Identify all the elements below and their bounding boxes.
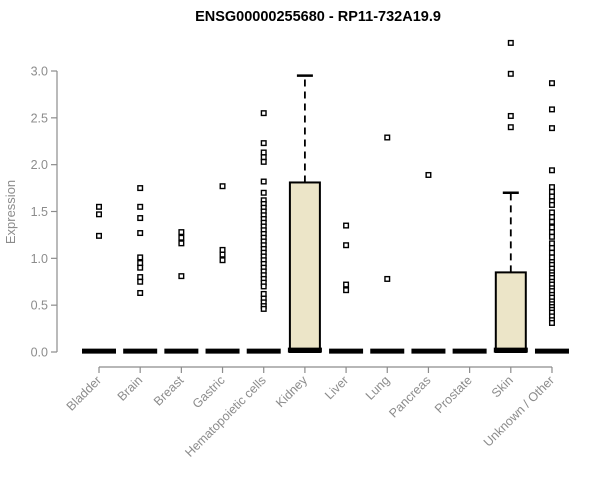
scatter-point	[343, 222, 350, 229]
scatter-point	[343, 242, 350, 249]
scatter-point	[178, 234, 185, 241]
scatter-point	[260, 110, 267, 117]
scatter-point	[507, 70, 514, 77]
scatter-point	[548, 106, 555, 113]
x-category-label: Skin	[489, 373, 516, 400]
scatter-point	[548, 214, 555, 221]
y-tick-label: 2.5	[31, 111, 48, 125]
scatter-point	[137, 278, 144, 285]
y-tick-label: 3.0	[31, 65, 48, 79]
x-category-label: Lung	[363, 373, 393, 403]
scatter-point	[260, 140, 267, 147]
scatter-point	[343, 281, 350, 288]
scatter-point	[507, 124, 514, 131]
scatter-point	[548, 188, 555, 195]
x-category-label: Gastric	[190, 373, 228, 411]
scatter-point	[548, 249, 555, 256]
scatter-point	[548, 229, 555, 236]
boxplot-box	[288, 181, 321, 353]
scatter-point	[137, 264, 144, 271]
scatter-point	[219, 251, 226, 258]
scatter-point	[178, 240, 185, 247]
scatter-point	[219, 183, 226, 190]
scatter-point	[548, 193, 555, 200]
scatter-point	[260, 154, 267, 161]
scatter-point	[507, 112, 514, 119]
scatter-point	[425, 171, 432, 178]
scatter-point	[95, 232, 102, 239]
scatter-point	[548, 240, 555, 247]
x-category-label: Breast	[151, 373, 187, 409]
scatter-point	[137, 274, 144, 281]
scatter-point	[137, 230, 144, 237]
scatter-point	[384, 134, 391, 141]
y-tick-label: 1.5	[31, 205, 48, 219]
y-axis-label: Expression	[3, 180, 18, 244]
scatter-point	[548, 80, 555, 87]
chart-title: ENSG00000255680 - RP11-732A19.9	[195, 9, 441, 25]
scatter-point	[95, 203, 102, 210]
scatter-point	[137, 185, 144, 192]
scatter-point	[548, 201, 555, 208]
scatter-point	[548, 125, 555, 132]
scatter-point	[548, 209, 555, 216]
scatter-point	[260, 158, 267, 165]
plot-area	[82, 39, 569, 354]
x-category-label: Unknown / Other	[481, 373, 557, 449]
scatter-point	[95, 211, 102, 218]
x-category-label: Brain	[115, 373, 146, 404]
scatter-point	[178, 229, 185, 236]
scatter-point	[260, 290, 267, 297]
scatter-point	[384, 275, 391, 282]
x-category-label: Hematopoietic cells	[182, 373, 269, 460]
x-category-label: Kidney	[273, 373, 310, 410]
scatter-point	[260, 178, 267, 185]
scatter-point	[219, 257, 226, 264]
scatter-point	[260, 283, 267, 290]
scatter-point	[137, 215, 144, 222]
y-tick-label: 0.5	[31, 299, 48, 313]
scatter-point	[260, 305, 267, 312]
y-tick-label: 1.0	[31, 252, 48, 266]
scatter-point	[343, 287, 350, 294]
scatter-point	[260, 189, 267, 196]
scatter-point	[137, 254, 144, 261]
scatter-point	[507, 39, 514, 46]
scatter-point	[548, 254, 555, 261]
scatter-point	[260, 149, 267, 156]
scatter-point	[548, 167, 555, 174]
scatter-point	[137, 203, 144, 210]
scatter-point	[548, 245, 555, 252]
scatter-point	[137, 260, 144, 267]
x-category-label: Liver	[322, 373, 351, 402]
boxplot-box	[494, 271, 527, 353]
x-category-label: Bladder	[64, 373, 104, 413]
x-category-label: Pancreas	[386, 373, 433, 420]
scatter-point	[548, 184, 555, 191]
y-tick-label: 0.0	[31, 346, 48, 360]
scatter-point	[548, 218, 555, 225]
y-tick-label: 2.0	[31, 158, 48, 172]
scatter-point	[548, 233, 555, 240]
scatter-point	[548, 319, 555, 326]
y-axis: 0.0 0.5 1.0 1.5 2.0 2.5 3.0	[31, 65, 58, 360]
x-category-label: Prostate	[432, 373, 475, 416]
scatter-point	[137, 289, 144, 296]
scatter-point	[219, 246, 226, 253]
scatter-point	[548, 224, 555, 231]
scatter-point	[178, 273, 185, 280]
